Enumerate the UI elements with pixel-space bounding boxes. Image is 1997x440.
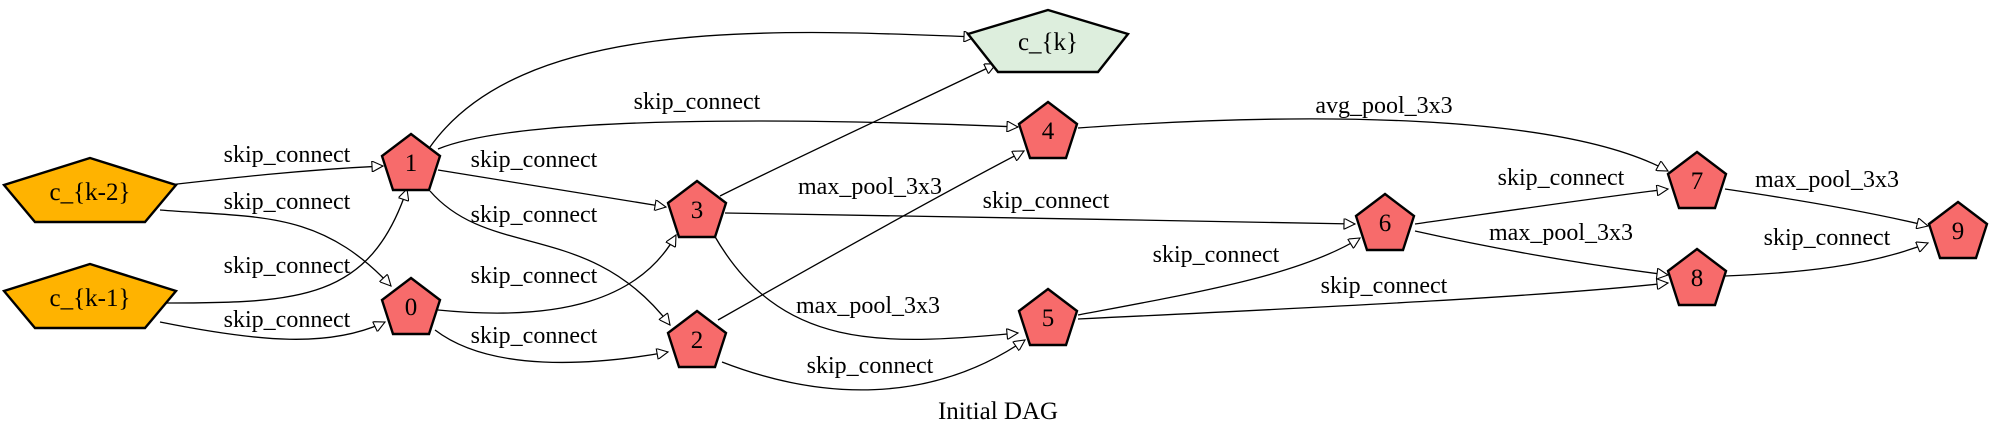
node-shape-n9	[1927, 200, 1989, 260]
edge-n0-to-n2	[434, 329, 668, 364]
node-shape-n1	[380, 132, 442, 192]
edge-n6-to-n8	[1414, 230, 1668, 275]
edge-n5-to-n8	[1077, 283, 1668, 320]
node-shape-n7	[1666, 150, 1728, 210]
node-n4: 4	[1017, 100, 1079, 160]
edge-n4-to-n7	[1077, 118, 1668, 171]
edge-label-n0-to-n2: skip_connect	[471, 323, 598, 349]
edge-label-n4-to-n7: avg_pool_3x3	[1315, 93, 1452, 119]
edge-label-n1-to-n2: skip_connect	[471, 202, 598, 228]
node-shape-n5	[1017, 287, 1079, 347]
node-label-n7: 7	[1691, 168, 1704, 195]
edge-label-n2-to-n4: max_pool_3x3	[798, 174, 942, 200]
edge-ck1-to-n0	[159, 322, 385, 340]
edge-n5-to-n6	[1077, 238, 1360, 316]
edge-n3-to-n5	[713, 234, 1018, 340]
node-label-n4: 4	[1042, 118, 1055, 145]
edge-n3-to-n6	[724, 212, 1355, 224]
edge-label-ck1-to-n0: skip_connect	[224, 307, 351, 333]
node-n6: 6	[1354, 192, 1416, 252]
edge-label-n6-to-n7: skip_connect	[1498, 165, 1625, 191]
node-shape-n3	[666, 179, 728, 239]
edge-ck1-to-n1	[164, 189, 407, 304]
diagram-caption: Initial DAG	[938, 398, 1058, 425]
edge-label-n8-to-n9: skip_connect	[1764, 225, 1891, 251]
node-shape-ck1	[1, 262, 179, 330]
edge-label-n2-to-n5: skip_connect	[807, 353, 934, 379]
edge-label-n7-to-n9: max_pool_3x3	[1755, 167, 1899, 193]
edge-label-n1-to-n3: skip_connect	[471, 147, 598, 173]
edge-label-ck2-to-n0: skip_connect	[224, 189, 351, 215]
edge-labels-layer: skip_connectskip_connectskip_connectskip…	[224, 89, 1899, 379]
edge-label-n5-to-n8: skip_connect	[1321, 273, 1448, 299]
node-label-n0: 0	[405, 294, 418, 321]
node-label-n3: 3	[691, 197, 704, 224]
edge-n1-to-n2	[429, 190, 670, 325]
edge-label-ck1-to-n1: skip_connect	[224, 253, 351, 279]
edge-n2-to-n5	[721, 340, 1025, 391]
edge-label-n0-to-n3: skip_connect	[471, 263, 598, 289]
node-label-ck2: c_{k-2}	[50, 179, 131, 206]
node-shape-n8	[1666, 247, 1728, 307]
edge-label-n1-to-n4: skip_connect	[634, 89, 761, 115]
edges-layer	[159, 33, 1928, 391]
nodes-layer: c_{k-2} c_{k-1} 0 1 2 3 4 5 6 7 8 9 c_{k}	[1, 8, 1989, 369]
edge-ck2-to-n1	[159, 166, 383, 187]
node-label-n9: 9	[1952, 218, 1965, 245]
node-n7: 7	[1666, 150, 1728, 210]
node-shape-n2	[666, 309, 728, 369]
node-label-ck: c_{k}	[1018, 29, 1078, 56]
node-n2: 2	[666, 309, 728, 369]
node-ck: c_{k}	[965, 8, 1131, 74]
node-ck2: c_{k-2}	[1, 156, 179, 224]
edge-n1-to-ck	[429, 33, 975, 148]
node-label-n1: 1	[405, 150, 418, 177]
edge-n2-to-n4	[717, 150, 1024, 321]
node-n5: 5	[1017, 287, 1079, 347]
node-label-ck1: c_{k-1}	[50, 285, 131, 312]
edge-n7-to-n9	[1724, 188, 1928, 226]
edge-label-n5-to-n6: skip_connect	[1153, 242, 1280, 268]
edge-n6-to-n7	[1414, 189, 1668, 225]
node-shape-ck2	[1, 156, 179, 224]
node-n9: 9	[1927, 200, 1989, 260]
edge-n1-to-n3	[437, 169, 666, 207]
edge-n8-to-n9	[1724, 243, 1928, 277]
node-n0: 0	[380, 276, 442, 336]
edge-label-n6-to-n8: max_pool_3x3	[1489, 220, 1633, 246]
node-label-n8: 8	[1691, 265, 1704, 292]
node-shape-n0	[380, 276, 442, 336]
node-shape-n6	[1354, 192, 1416, 252]
node-shape-n4	[1017, 100, 1079, 160]
node-n8: 8	[1666, 247, 1728, 307]
node-ck1: c_{k-1}	[1, 262, 179, 330]
edge-n1-to-n4	[437, 120, 1018, 150]
edge-n3-to-ck	[719, 64, 996, 197]
edge-label-n3-to-n5: max_pool_3x3	[796, 293, 940, 319]
edge-n0-to-n3	[437, 235, 676, 314]
node-label-n6: 6	[1379, 210, 1392, 237]
node-n1: 1	[380, 132, 442, 192]
node-n3: 3	[666, 179, 728, 239]
edge-ck2-to-n0	[159, 209, 391, 286]
node-shape-ck	[965, 8, 1131, 74]
edge-label-ck2-to-n1: skip_connect	[224, 142, 351, 168]
node-label-n2: 2	[691, 327, 704, 354]
edge-label-n3-to-n6: skip_connect	[983, 188, 1110, 214]
node-label-n5: 5	[1042, 305, 1055, 332]
